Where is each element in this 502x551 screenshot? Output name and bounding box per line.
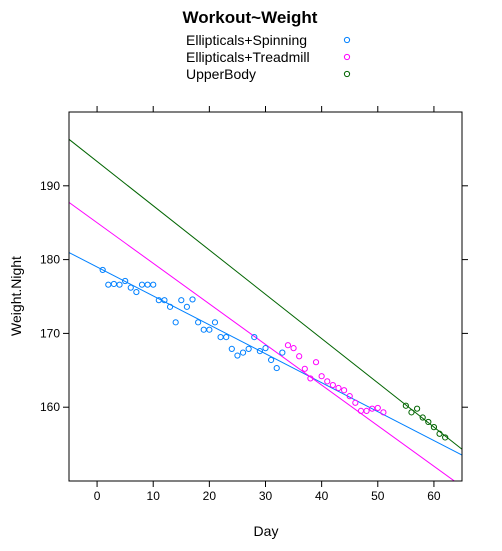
point-s0-3 [116,281,123,288]
point-s1-12 [352,399,359,406]
point-s0-13 [172,319,179,326]
plot-area: 0 10 20 30 40 50 60 160 170 180 190 [40,106,468,503]
x-axis-label: Day [254,523,279,539]
point-s1-1 [290,345,297,352]
point-s1-17 [380,409,387,416]
point-s0-8 [144,281,151,288]
point-s0-24 [234,352,241,359]
point-s0-17 [195,319,202,326]
point-s0-15 [183,303,190,310]
point-s2-1 [408,409,415,416]
point-s2-4 [425,418,432,426]
y-tick-label-1: 170 [40,326,60,340]
x-tick-label-0: 0 [94,489,101,503]
point-s0-25 [239,349,247,356]
legend-label-2: UpperBody [186,66,256,82]
y-tick-label-0: 160 [40,400,60,414]
legend-label-1: Ellipticals+Treadmill [186,49,310,65]
point-s0-32 [279,349,286,356]
point-s0-5 [127,284,134,291]
point-s2-2 [413,405,421,412]
axis-ticks: 0 10 20 30 40 50 60 160 170 180 190 [40,106,468,503]
point-s1-13 [357,407,365,414]
point-s0-14 [178,297,185,304]
point-s0-0 [99,266,106,274]
y-tick-label-2: 180 [40,253,60,267]
point-s2-3 [419,414,426,421]
point-s1-3 [301,365,308,372]
point-s0-23 [228,345,235,352]
fit-line-0 [69,252,462,456]
point-s1-10 [341,387,348,394]
legend-marker-1 [343,53,351,61]
point-s0-1 [105,281,112,288]
x-tick-label-3: 30 [259,489,273,503]
point-s0-16 [189,296,196,303]
point-s1-4 [307,375,314,382]
point-s0-19 [206,326,213,333]
point-s0-27 [251,333,258,341]
point-s2-5 [430,424,438,431]
point-s0-11 [161,297,168,304]
x-tick-label-6: 60 [427,489,441,503]
point-s1-6 [318,373,325,380]
point-s2-6 [436,430,443,437]
plot-frame [68,111,463,482]
point-s2-0 [402,402,409,409]
point-s0-20 [211,319,219,326]
point-s1-8 [329,381,336,389]
point-s0-28 [256,348,263,355]
x-tick-label-1: 10 [147,489,161,503]
point-s2-7 [442,434,449,441]
chart-title: Workout~Weight [183,8,318,27]
point-s0-7 [138,281,146,288]
legend-marker-0 [343,36,351,44]
legend-label-0: Ellipticals+Spinning [186,32,307,48]
point-s1-2 [296,353,303,360]
point-s0-22 [223,333,230,341]
point-s0-31 [273,364,280,372]
point-s1-0 [284,342,292,349]
x-tick-label-5: 50 [371,489,385,503]
fit-lines [69,138,462,481]
fit-line-2 [69,138,462,450]
point-s0-21 [217,333,224,341]
point-s1-11 [346,393,353,400]
point-s0-12 [166,303,174,310]
legend: Ellipticals+SpinningEllipticals+Treadmil… [186,32,351,82]
point-s1-5 [312,359,320,366]
data-points [99,266,449,441]
point-s0-29 [262,345,269,352]
point-s0-26 [245,345,252,352]
point-s0-6 [133,288,140,296]
point-s1-16 [374,404,381,412]
y-tick-label-3: 190 [40,179,60,193]
point-s0-4 [122,277,129,285]
x-tick-label-4: 40 [315,489,329,503]
fit-line-1 [69,201,456,481]
point-s0-2 [110,280,118,288]
legend-marker-2 [343,70,351,78]
y-axis-label: Weight.Night [8,256,24,336]
point-s1-14 [363,407,370,414]
point-s1-15 [369,405,376,412]
point-s1-7 [324,378,331,385]
point-s0-18 [200,326,207,333]
point-s1-9 [335,384,342,392]
point-s0-9 [150,281,157,288]
x-tick-label-2: 20 [203,489,217,503]
point-s0-30 [268,356,275,364]
